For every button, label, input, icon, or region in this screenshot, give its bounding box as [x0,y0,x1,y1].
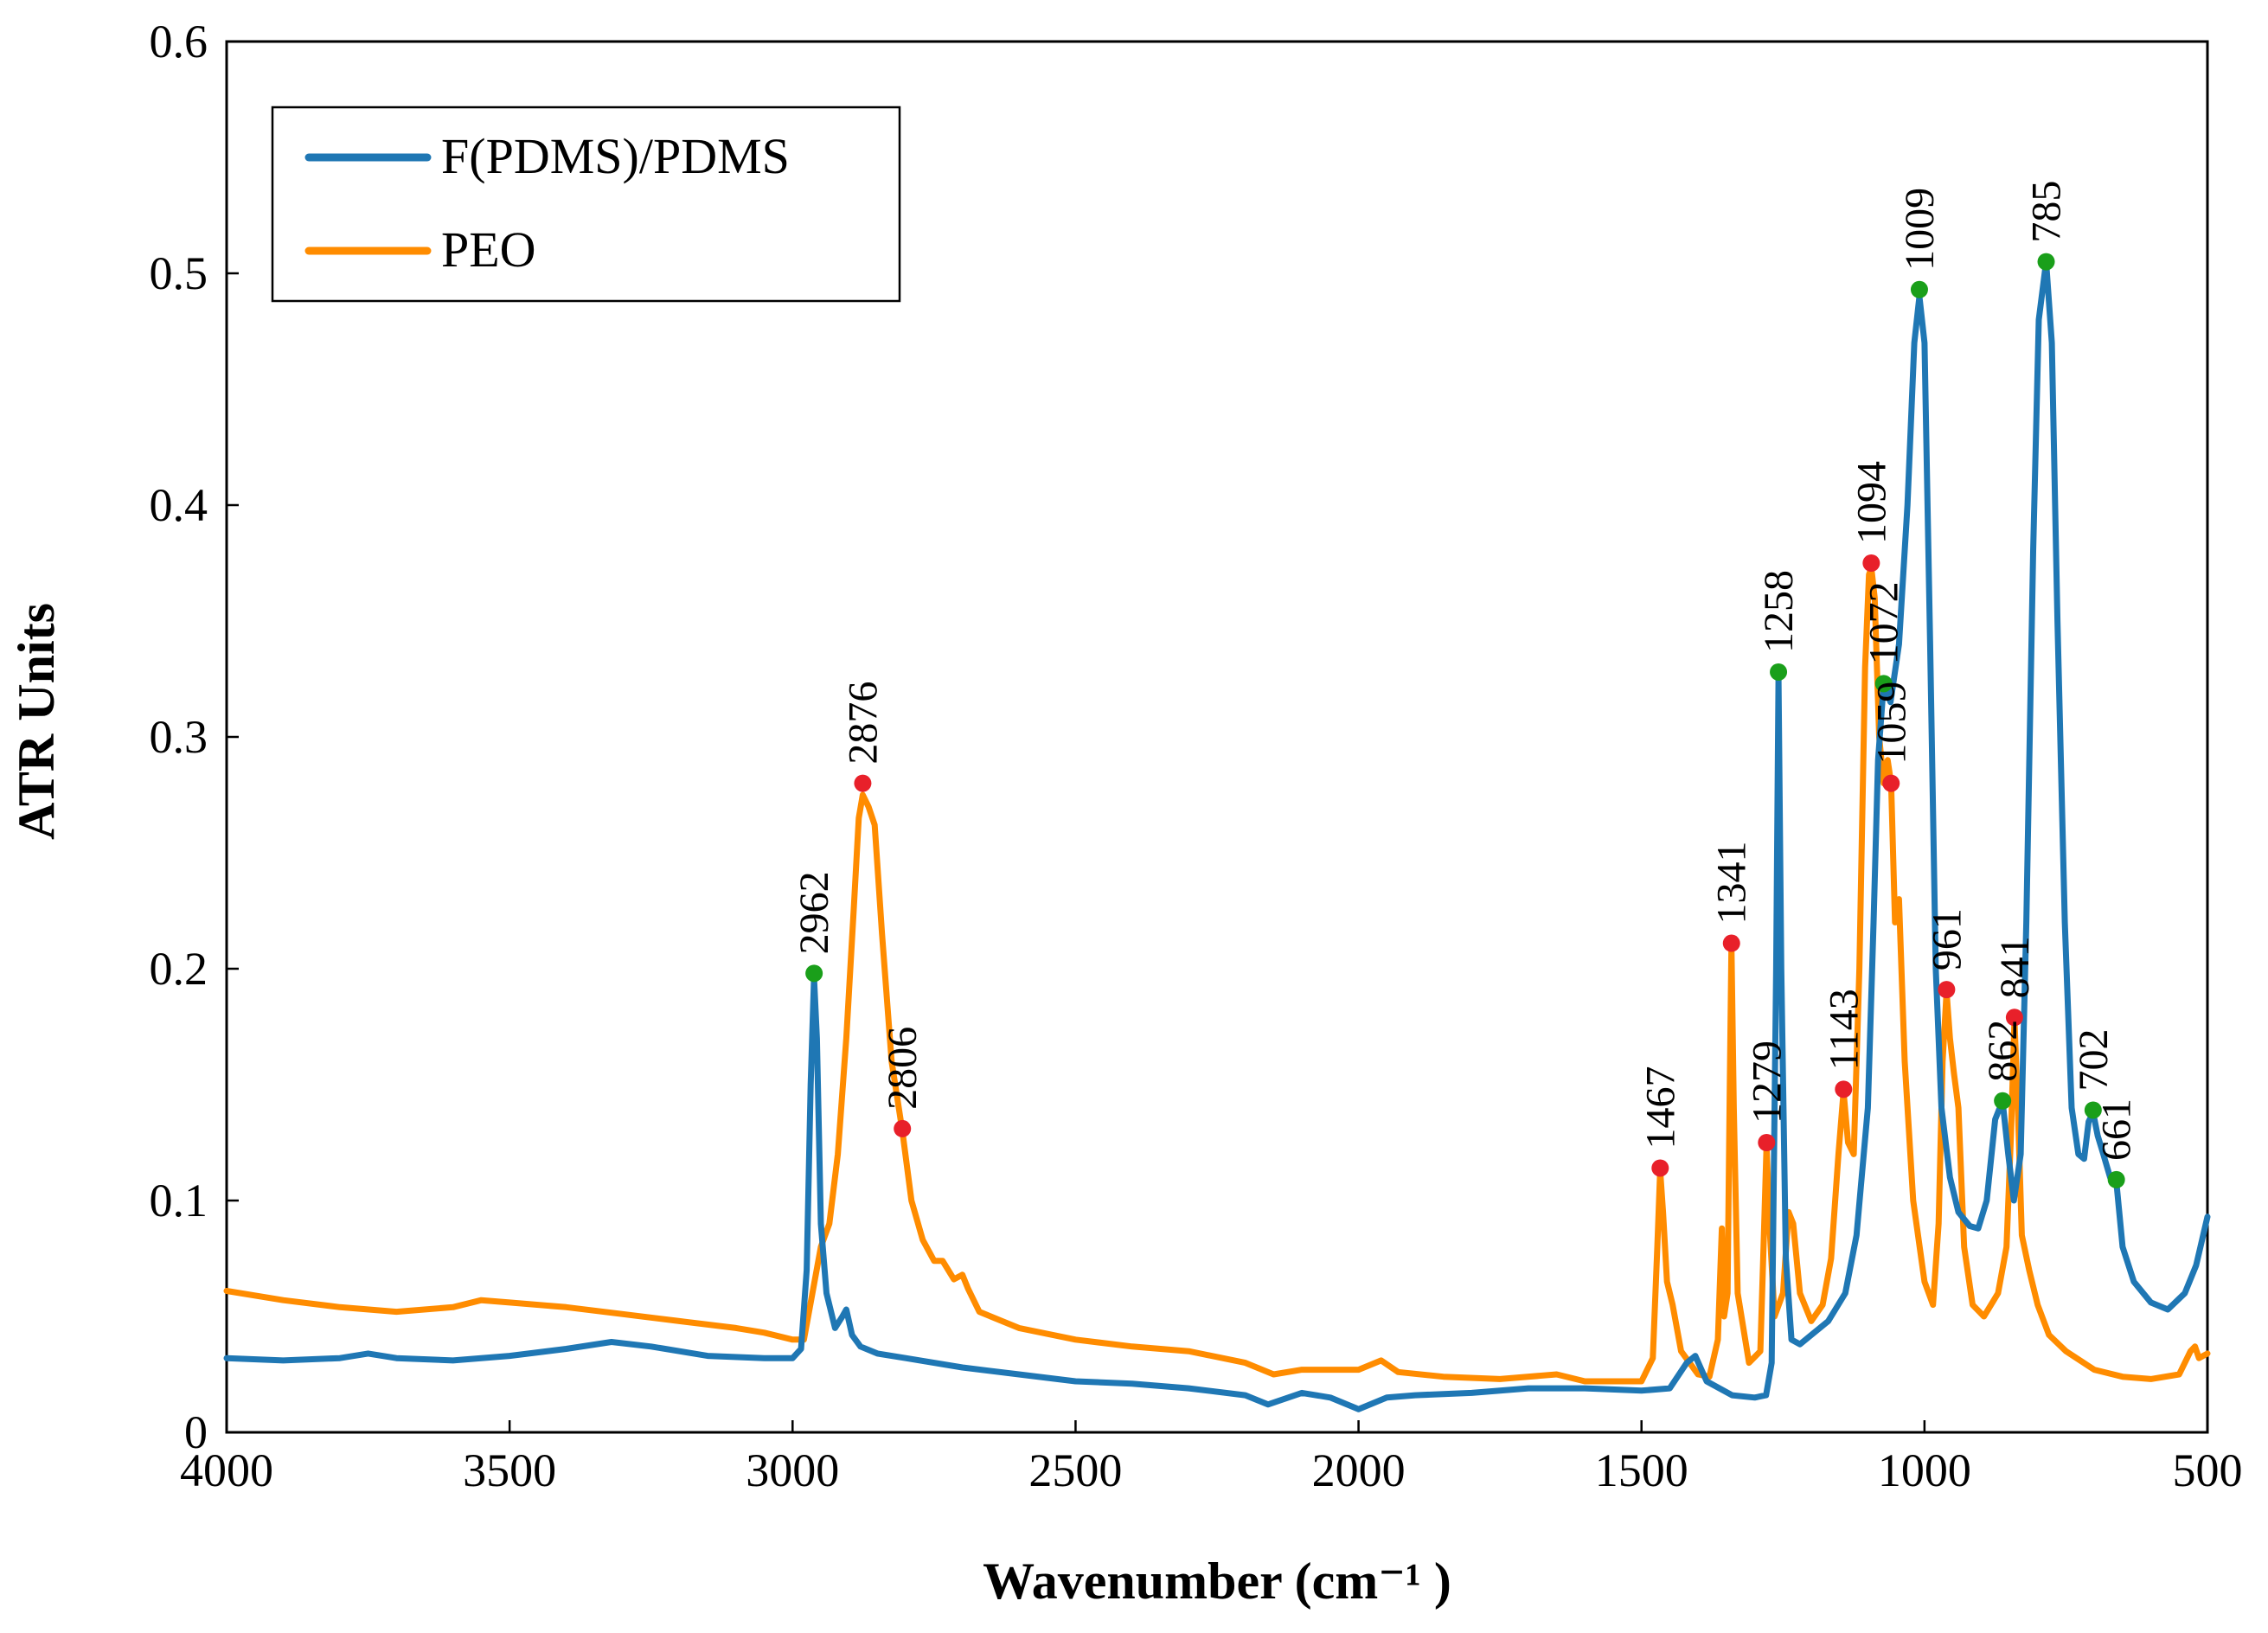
peak-label: 1258 [1756,570,1802,653]
x-tick-label: 1000 [1878,1444,1971,1496]
peak-marker [1874,675,1893,693]
y-axis-title: ATR Units [8,603,65,840]
peak-marker [1882,774,1900,792]
y-tick-label: 0.5 [150,247,208,299]
peak-label: 1143 [1821,989,1867,1070]
x-axis-ticks: 4000 3500 3000 2500 2000 1500 1000 500 [180,1420,2243,1496]
peak-label: 1072 [1861,581,1907,664]
x-tick-label: 3000 [746,1444,839,1496]
peak-label: 2962 [791,871,837,954]
peak-label: 1009 [1897,188,1943,271]
x-tick-label: 2000 [1312,1444,1406,1496]
peak-marker [2084,1101,2102,1119]
peak-label: 1279 [1744,1041,1790,1124]
peak-label: 2806 [880,1027,926,1110]
peak-marker [1722,934,1740,952]
peak-markers [805,253,2125,1188]
peak-label: 1059 [1868,682,1914,765]
peak-label: 785 [2024,181,2070,243]
peak-label: 841 [1992,936,2038,998]
y-tick-label: 0.2 [150,943,208,995]
peak-marker [1938,981,1956,999]
y-tick-label: 0.4 [150,479,208,531]
peak-marker [2107,1170,2125,1188]
peak-marker [1651,1159,1669,1177]
peak-marker [1835,1080,1853,1098]
peak-marker [1910,280,1928,298]
peak-marker [1994,1092,2012,1110]
x-tick-label: 2500 [1028,1444,1122,1496]
x-tick-label: 500 [2173,1444,2243,1496]
peak-label: 661 [2094,1098,2140,1161]
x-tick-label: 4000 [180,1444,273,1496]
y-tick-label: 0.1 [150,1175,208,1226]
peak-marker [2005,1009,2023,1027]
x-axis-title: Wavenumber (cm⁻¹ ) [983,1553,1451,1610]
peak-label: 862 [1980,1020,2026,1082]
peak-marker [2037,253,2055,271]
peak-marker [1758,1134,1776,1151]
legend-box [271,106,901,303]
peak-label: 1094 [1848,461,1894,544]
peak-marker [805,964,823,983]
series-line-f-pdms [223,259,2211,1412]
x-tick-label: 1500 [1595,1444,1688,1496]
series-layer [223,259,2211,1412]
peak-marker [1862,554,1880,572]
y-tick-label: 0.3 [150,711,208,763]
legend-label-peo: PEO [441,221,536,278]
peak-marker [854,774,872,792]
legend: F(PDMS)/PDMS PEO [271,106,901,303]
peak-label: 2876 [840,682,886,765]
peak-label: 702 [2071,1028,2117,1091]
peak-label: 1467 [1637,1066,1683,1149]
y-tick-label: 0 [184,1406,208,1458]
peak-marker [1770,663,1788,681]
peak-label: 961 [1924,908,1970,970]
y-tick-label: 0.6 [150,16,208,67]
series-line-peo [223,564,2211,1385]
peak-marker [894,1119,912,1137]
x-tick-label: 3500 [463,1444,556,1496]
peak-label: 1341 [1709,841,1755,924]
legend-label-f-pdms: F(PDMS)/PDMS [441,128,790,184]
peak-labels: 2962 1258 1072 1009 862 785 702 661 2876 2806 1467… [791,181,2140,1161]
y-axis-ticks: 0 0.1 0.2 0.3 0.4 0.5 0.6 [150,16,239,1458]
